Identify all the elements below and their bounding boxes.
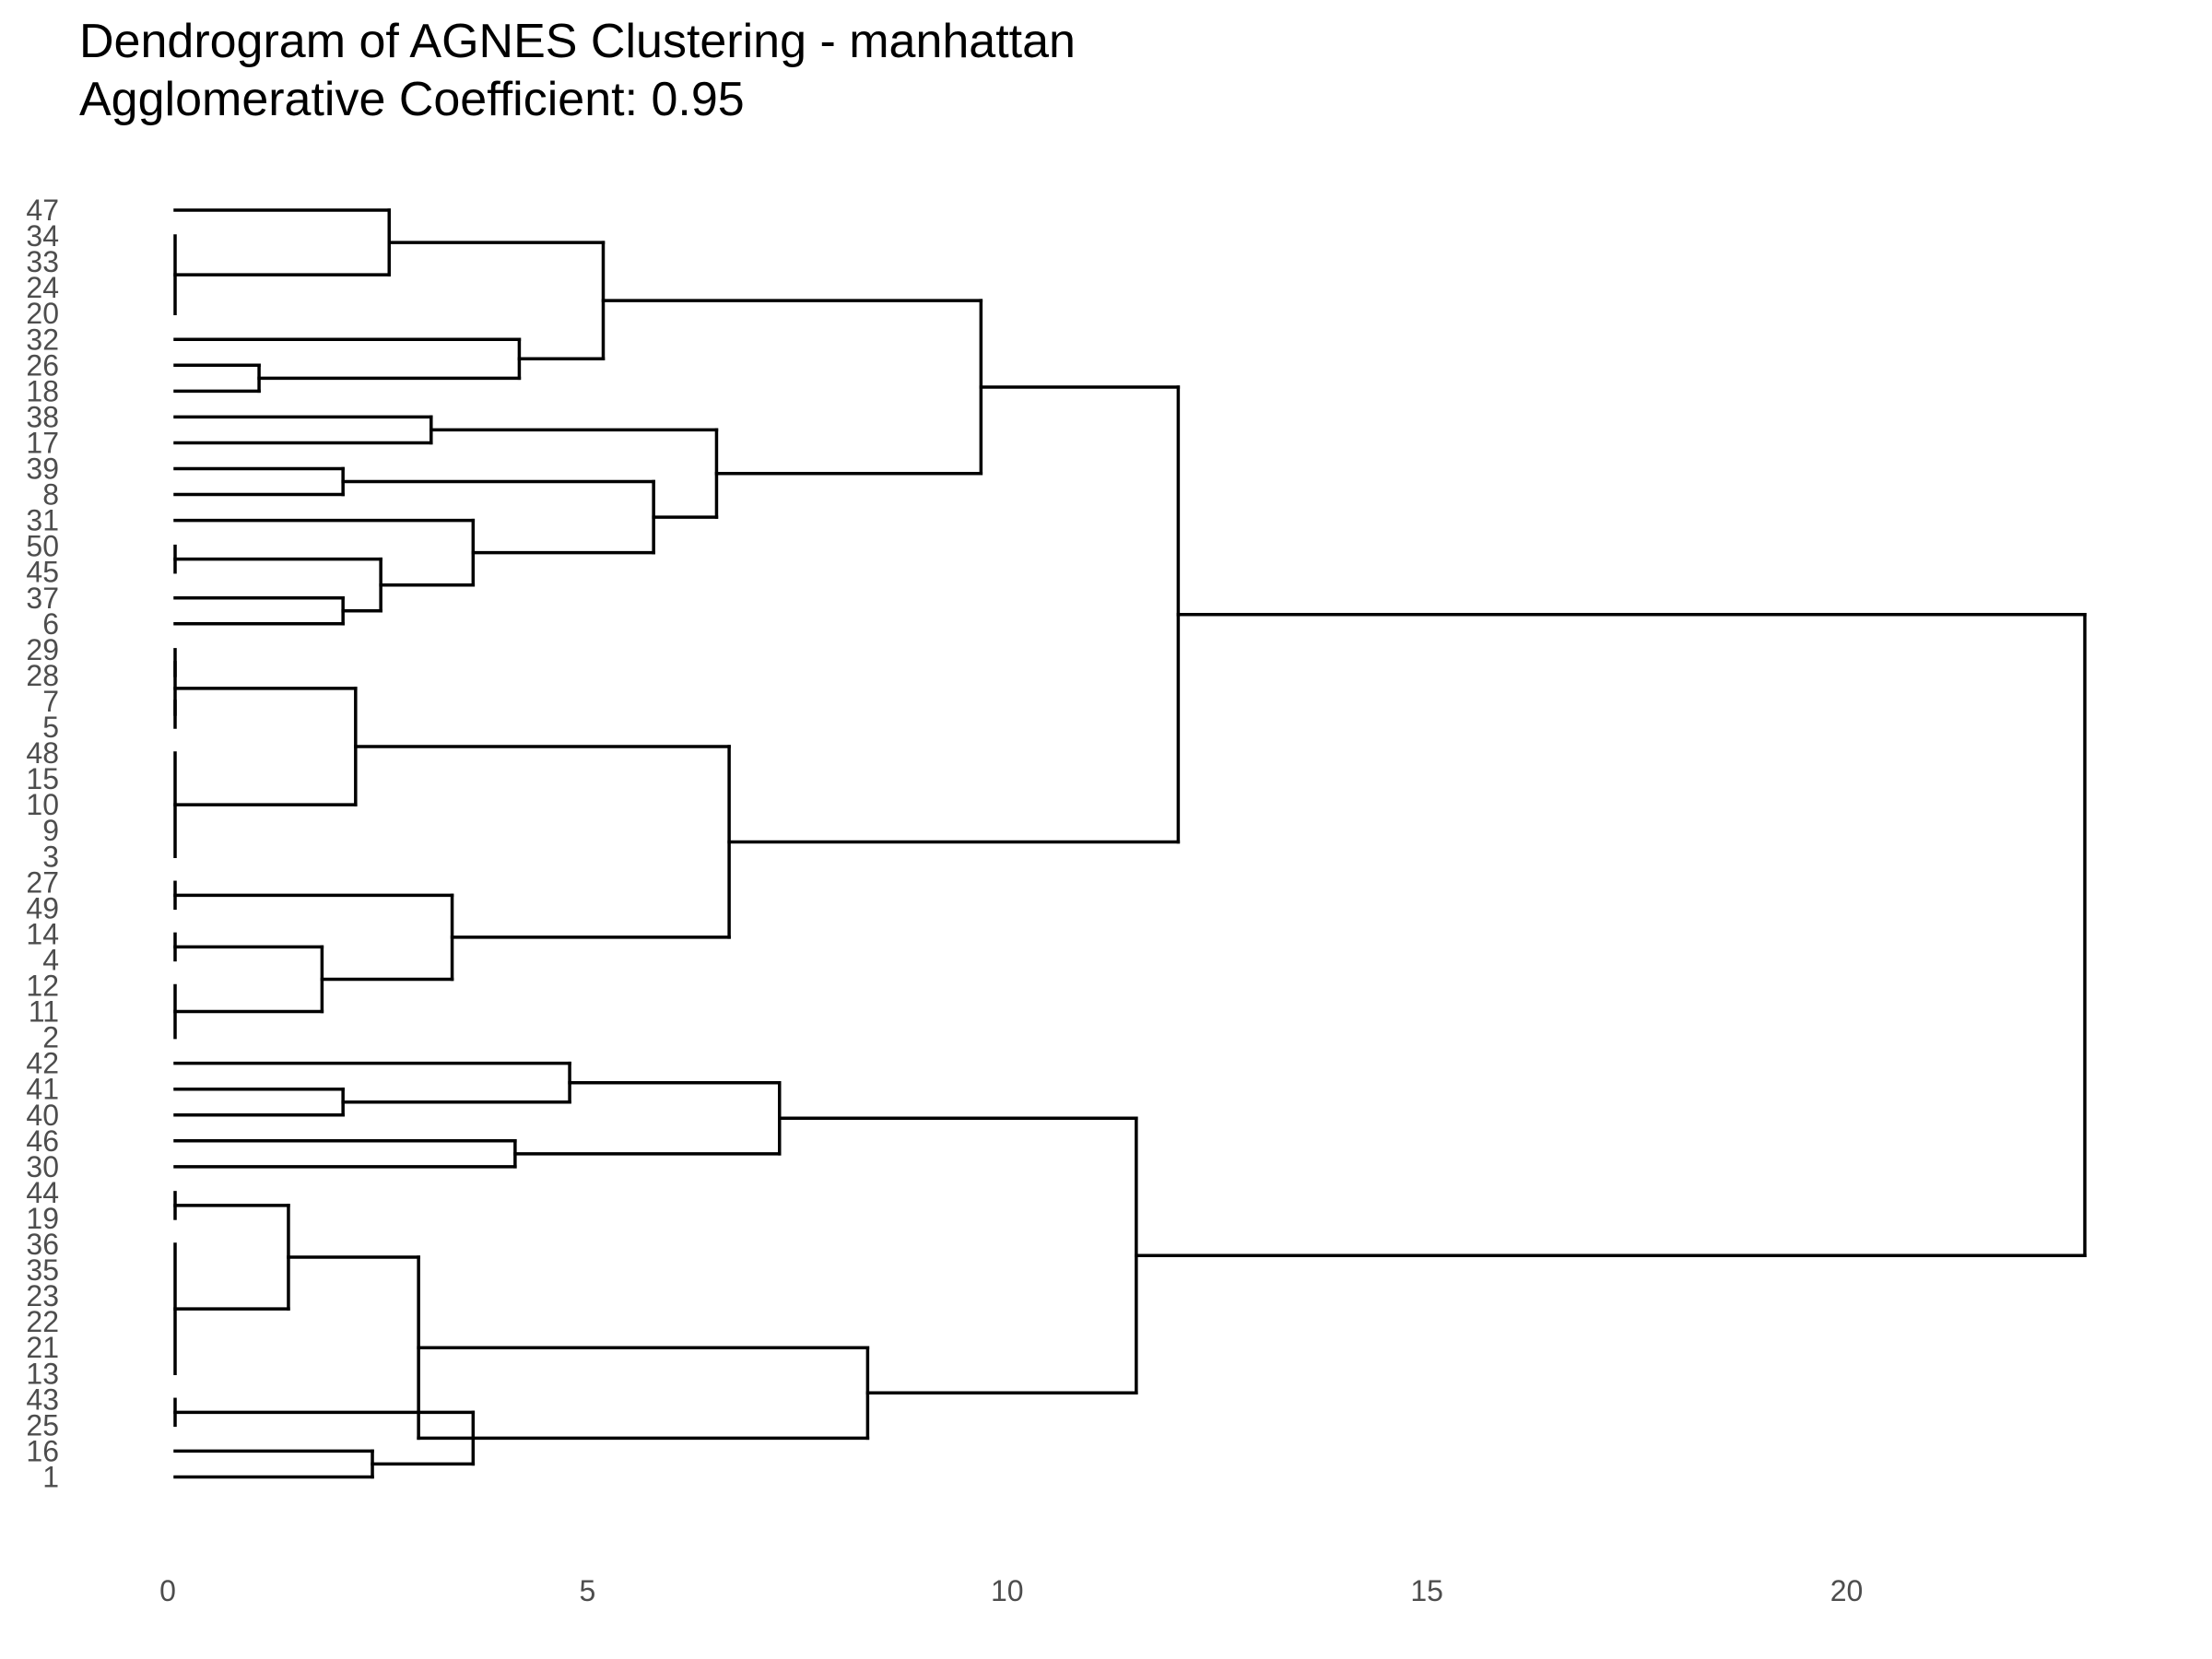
x-tick-label: 5: [579, 1574, 595, 1607]
leaf-label: 35: [26, 1253, 59, 1287]
leaf-label: 43: [26, 1382, 59, 1416]
leaf-label: 6: [42, 607, 59, 641]
leaf-label: 46: [26, 1124, 59, 1158]
leaf-label: 9: [42, 814, 59, 847]
leaf-label: 27: [26, 865, 59, 899]
leaf-label: 25: [26, 1408, 59, 1441]
leaf-label: 48: [26, 736, 59, 770]
leaf-label: 14: [26, 917, 59, 950]
leaf-label: 26: [26, 348, 59, 382]
leaf-label: 47: [26, 194, 59, 227]
leaf-label: 21: [26, 1331, 59, 1364]
leaf-label: 5: [42, 711, 59, 744]
leaf-label: 41: [26, 1073, 59, 1106]
leaf-label: 44: [26, 1176, 59, 1209]
leaf-label: 22: [26, 1305, 59, 1338]
leaf-label: 30: [26, 1150, 59, 1183]
leaf-label: 15: [26, 762, 59, 795]
leaf-label: 50: [26, 530, 59, 563]
x-axis-ticks: 0 5 10 15 20: [159, 1574, 1863, 1607]
chart-title: Dendrogram of AGNES Clustering - manhatt…: [79, 15, 1076, 68]
leaf-labels: 4734332420322618381739831504537629287548…: [26, 194, 59, 1493]
leaf-label: 38: [26, 400, 59, 433]
leaf-label: 19: [26, 1202, 59, 1235]
leaf-label: 7: [42, 685, 59, 718]
x-tick-label: 15: [1410, 1574, 1443, 1607]
leaf-label: 18: [26, 374, 59, 407]
leaf-label: 11: [29, 995, 59, 1029]
x-tick-label: 0: [159, 1574, 176, 1607]
leaf-label: 20: [26, 297, 59, 330]
dendrogram-branches: [173, 208, 2087, 1479]
leaf-label: 28: [26, 659, 59, 692]
leaf-label: 12: [26, 970, 59, 1003]
leaf-label: 1: [42, 1460, 59, 1493]
leaf-label: 31: [26, 504, 59, 537]
leaf-label: 10: [26, 788, 59, 821]
leaf-label: 4: [42, 943, 59, 976]
leaf-label: 49: [26, 891, 59, 924]
leaf-label: 29: [26, 633, 59, 666]
leaf-label: 2: [42, 1021, 59, 1054]
leaf-label: 13: [26, 1357, 59, 1390]
leaf-label: 23: [26, 1279, 59, 1312]
leaf-label: 45: [26, 556, 59, 589]
leaf-label: 33: [26, 245, 59, 278]
leaf-label: 37: [26, 582, 59, 615]
leaf-label: 3: [42, 840, 59, 873]
leaf-label: 24: [26, 271, 59, 304]
leaf-label: 34: [26, 219, 59, 253]
leaf-label: 16: [26, 1434, 59, 1467]
x-tick-label: 10: [991, 1574, 1024, 1607]
chart-subtitle: Agglomerative Coefficient: 0.95: [79, 73, 745, 126]
leaf-label: 40: [26, 1099, 59, 1132]
leaf-label: 32: [26, 323, 59, 356]
leaf-label: 42: [26, 1047, 59, 1080]
leaf-label: 8: [42, 478, 59, 512]
x-tick-label: 20: [1830, 1574, 1864, 1607]
leaf-label: 36: [26, 1228, 59, 1261]
leaf-label: 39: [26, 453, 59, 486]
leaf-label: 17: [26, 426, 59, 459]
